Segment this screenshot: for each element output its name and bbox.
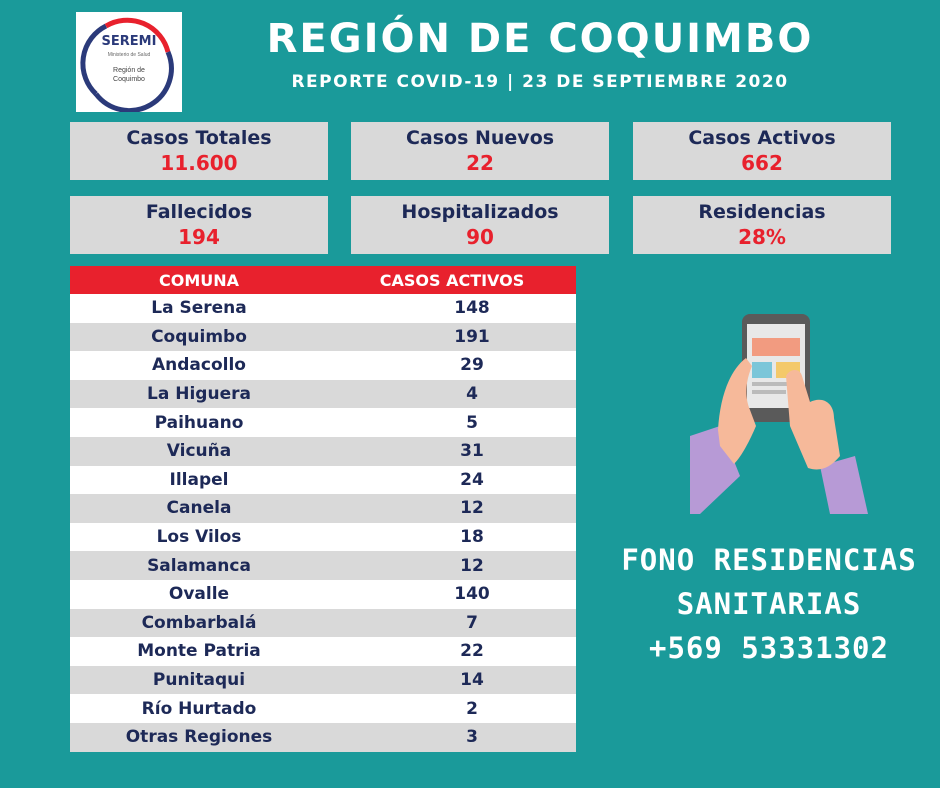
cell-casos: 5 xyxy=(466,412,478,433)
hands-holding-phone-icon xyxy=(690,314,868,514)
table-row: Vicuña 31 xyxy=(70,436,576,466)
card-casos-totales: Casos Totales 11.600 xyxy=(70,122,328,180)
cell-comuna: Vicuña xyxy=(166,441,232,462)
card-label: Casos Nuevos xyxy=(405,127,555,149)
cell-comuna: Punitaqui xyxy=(152,670,246,691)
cell-casos: 18 xyxy=(460,527,484,548)
table-row: La Higuera 4 xyxy=(70,379,576,409)
card-value: 662 xyxy=(741,151,783,175)
seremi-logo-ring-icon xyxy=(80,17,174,112)
card-label: Residencias xyxy=(698,201,826,223)
table-body: La Serena 148 Coquimbo 191 Andacollo 29 La … xyxy=(70,294,576,752)
table-row: Punitaqui 14 xyxy=(70,665,576,695)
cell-casos: 14 xyxy=(460,670,484,691)
cell-casos: 29 xyxy=(460,355,484,376)
seremi-logo: SEREMI Ministerio de Salud Región de Coq… xyxy=(76,12,182,112)
cell-comuna: Los Vilos xyxy=(156,527,242,548)
logo-name: SEREMI xyxy=(101,34,157,49)
table-row: Coquimbo 191 xyxy=(70,322,576,352)
comunas-table: COMUNA CASOS ACTIVOS La Serena 148 Coquim… xyxy=(70,266,576,752)
cell-casos: 3 xyxy=(466,727,478,748)
page-subtitle: REPORTE COVID-19 | 23 DE SEPTIEMBRE 2020 xyxy=(291,72,789,92)
table-row: Illapel 24 xyxy=(70,465,576,495)
card-label: Fallecidos xyxy=(145,201,253,223)
cell-casos: 191 xyxy=(454,326,490,347)
cell-comuna: Ovalle xyxy=(168,584,230,605)
cell-comuna: Canela xyxy=(166,498,232,519)
cell-comuna: Río Hurtado xyxy=(141,698,257,719)
cell-comuna: La Serena xyxy=(151,298,247,319)
cell-casos: 148 xyxy=(454,298,490,319)
fono-phone[interactable]: +569 53331302 xyxy=(649,631,889,665)
fono-line2: SANITARIAS xyxy=(676,587,862,621)
cell-casos: 22 xyxy=(460,641,484,662)
card-label: Hospitalizados xyxy=(401,201,559,223)
hands-holding-phone-illustration xyxy=(690,306,870,521)
logo-ministry: Ministerio de Salud xyxy=(107,52,151,58)
card-fallecidos: Fallecidos 194 xyxy=(70,196,328,254)
table-row: Monte Patria 22 xyxy=(70,637,576,666)
table-row: Combarbalá 7 xyxy=(70,608,576,638)
card-value: 11.600 xyxy=(160,151,238,175)
card-hospitalizados: Hospitalizados 90 xyxy=(351,196,609,254)
card-value: 28% xyxy=(738,225,786,249)
card-casos-activos: Casos Activos 662 xyxy=(633,122,891,180)
cell-comuna: Otras Regiones xyxy=(125,727,273,748)
cell-comuna: Combarbalá xyxy=(141,612,257,633)
table-header-comuna: COMUNA xyxy=(158,270,240,290)
card-casos-nuevos: Casos Nuevos 22 xyxy=(351,122,609,180)
cell-casos: 140 xyxy=(454,584,490,605)
card-value: 22 xyxy=(466,151,494,175)
table-header-casos: CASOS ACTIVOS xyxy=(379,270,525,290)
cell-comuna: Paihuano xyxy=(154,412,244,433)
cell-casos: 12 xyxy=(460,555,484,576)
cell-comuna: Illapel xyxy=(169,469,229,490)
table-row: Otras Regiones 3 xyxy=(70,722,576,752)
table-row: Salamanca 12 xyxy=(70,551,576,580)
card-value: 194 xyxy=(178,225,220,249)
cell-casos: 12 xyxy=(460,498,484,519)
cell-comuna: Andacollo xyxy=(152,355,246,376)
fono-residencias: FONO RESIDENCIAS SANITARIAS +569 5333130… xyxy=(610,538,928,670)
page-title: REGIÓN DE COQUIMBO xyxy=(266,16,814,62)
card-label: Casos Totales xyxy=(126,127,272,149)
logo-region: Región de Coquimbo xyxy=(113,67,145,83)
card-value: 90 xyxy=(466,225,494,249)
card-residencias: Residencias 28% xyxy=(633,196,891,254)
table-row: Río Hurtado 2 xyxy=(70,694,576,723)
cell-comuna: La Higuera xyxy=(147,384,251,405)
table-row: Los Vilos 18 xyxy=(70,522,576,552)
cell-comuna: Coquimbo xyxy=(151,326,247,347)
table-row: Canela 12 xyxy=(70,494,576,523)
table-row: Andacollo 29 xyxy=(70,351,576,380)
table-row: Paihuano 5 xyxy=(70,408,576,437)
cell-casos: 7 xyxy=(466,612,478,633)
fono-line1: FONO RESIDENCIAS xyxy=(621,543,917,577)
cell-comuna: Salamanca xyxy=(147,555,251,576)
cell-casos: 24 xyxy=(460,469,484,490)
table-row: Ovalle 140 xyxy=(70,579,576,609)
cell-comuna: Monte Patria xyxy=(137,641,261,662)
table-header: COMUNA CASOS ACTIVOS xyxy=(70,266,576,294)
card-label: Casos Activos xyxy=(688,127,836,149)
cell-casos: 2 xyxy=(466,698,478,719)
cell-casos: 31 xyxy=(460,441,484,462)
table-row: La Serena 148 xyxy=(70,294,576,323)
cell-casos: 4 xyxy=(466,384,478,405)
